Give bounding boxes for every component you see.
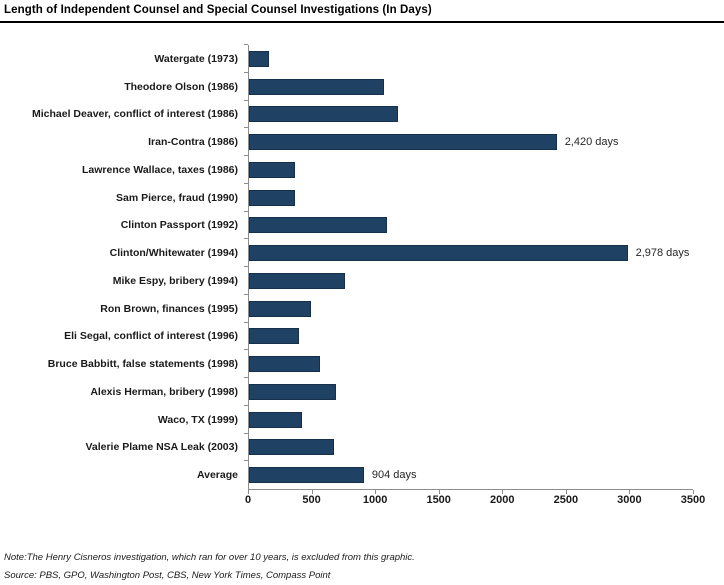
- x-axis-tick: [375, 490, 377, 494]
- bar-area: [244, 321, 693, 351]
- chart-title: Length of Independent Counsel and Specia…: [4, 4, 432, 16]
- bar-value-label: 904 days: [371, 469, 417, 482]
- x-axis-tick-label: 1500: [426, 494, 451, 506]
- x-axis-tick: [502, 490, 504, 494]
- bar: [249, 467, 364, 484]
- bar-area: [244, 44, 693, 73]
- category-label: Alexis Herman, bribery (1998): [90, 385, 238, 398]
- category-label: Waco, TX (1999): [157, 413, 238, 426]
- bar: [249, 272, 345, 289]
- chart-row: Bruce Babbitt, false statements (1998): [0, 349, 724, 378]
- category-label: Bruce Babbitt, false statements (1998): [47, 358, 238, 371]
- chart-row: Eli Segal, conflict of interest (1996): [0, 321, 724, 351]
- bar-value-label: 2,978 days: [635, 247, 690, 260]
- bar-area: [244, 182, 693, 212]
- category-label: Mike Espy, bribery (1994): [112, 274, 238, 287]
- chart-row: Valerie Plame NSA Leak (2003): [0, 432, 724, 462]
- bar-area: [244, 266, 693, 295]
- footnote: Note:The Henry Cisneros investigation, w…: [4, 552, 415, 563]
- category-label: Theodore Olson (1986): [124, 80, 238, 93]
- bar: [249, 217, 387, 234]
- bar: [249, 78, 384, 95]
- bar-value-label: 2,420 days: [564, 136, 619, 149]
- bar: [249, 189, 296, 206]
- chart-row: Theodore Olson (1986): [0, 71, 724, 101]
- x-axis-tick-label: 500: [302, 494, 321, 506]
- bar: [249, 50, 270, 67]
- bar-area: 2,978 days: [244, 238, 693, 267]
- x-axis-tick-label: 3500: [680, 494, 706, 506]
- chart-row: Watergate (1973): [0, 44, 724, 73]
- bar-area: [244, 293, 693, 323]
- x-axis-tick-label: 2000: [490, 494, 515, 506]
- category-label: Michael Deaver, conflict of interest (19…: [32, 108, 238, 121]
- category-label: Ron Brown, finances (1995): [100, 302, 238, 315]
- chart-row: Iran-Contra (1986) 2,420 days: [0, 127, 724, 156]
- chart-row: Clinton/Whitewater (1994) 2,978 days: [0, 238, 724, 267]
- bar-area: [244, 349, 693, 378]
- category-label: Clinton/Whitewater (1994): [109, 247, 238, 260]
- chart-row: Sam Pierce, fraud (1990): [0, 182, 724, 212]
- bar-area: 2,420 days: [244, 127, 693, 156]
- source-line: Source: PBS, GPO, Washington Post, CBS, …: [4, 570, 331, 581]
- x-axis-line: [248, 489, 693, 490]
- bar: [249, 411, 303, 428]
- category-label: Watergate (1973): [154, 52, 238, 65]
- bar-area: [244, 210, 693, 240]
- chart-row: Waco, TX (1999): [0, 404, 724, 434]
- chart-row: Mike Espy, bribery (1994): [0, 266, 724, 295]
- category-label: Iran-Contra (1986): [148, 136, 238, 149]
- bar-area: [244, 432, 693, 462]
- bar-area: [244, 99, 693, 129]
- chart-row: Michael Deaver, conflict of interest (19…: [0, 99, 724, 129]
- x-axis-tick: [311, 490, 313, 494]
- chart-rows: Watergate (1973) Theodore Olson (1986) Mic…: [0, 44, 724, 489]
- x-axis-tick: [693, 490, 694, 494]
- x-axis-tick: [438, 490, 440, 494]
- category-label: Average: [196, 469, 238, 482]
- category-label: Lawrence Wallace, taxes (1986): [81, 163, 238, 176]
- bar-area: [244, 71, 693, 101]
- x-axis-tick-label: 0: [244, 494, 252, 506]
- x-axis-tick: [629, 490, 631, 494]
- x-axis-tick-label: 1000: [362, 494, 388, 506]
- category-label: Sam Pierce, fraud (1990): [116, 191, 238, 204]
- bar-area: 904 days: [244, 460, 693, 489]
- bar-area: [244, 155, 693, 184]
- bar: [249, 134, 557, 151]
- x-axis-tick-label: 3000: [617, 494, 642, 506]
- bar: [249, 383, 336, 400]
- bar: [249, 439, 334, 456]
- chart-row: Lawrence Wallace, taxes (1986): [0, 155, 724, 184]
- chart-row: Average 904 days: [0, 460, 724, 489]
- x-axis-tick: [565, 490, 567, 494]
- x-axis-tick-label: 2500: [553, 494, 579, 506]
- bar-area: [244, 377, 693, 406]
- bar: [249, 300, 312, 317]
- bar: [249, 106, 398, 123]
- chart-row: Clinton Passport (1992): [0, 210, 724, 240]
- x-axis-tick: [248, 490, 249, 494]
- chart-row: Ron Brown, finances (1995): [0, 293, 724, 323]
- bar: [249, 328, 299, 345]
- category-label: Valerie Plame NSA Leak (2003): [85, 441, 238, 454]
- bar: [249, 245, 628, 262]
- title-rule: [0, 21, 724, 23]
- bar-area: [244, 404, 693, 434]
- category-label: Eli Segal, conflict of interest (1996): [64, 330, 238, 343]
- chart-row: Alexis Herman, bribery (1998): [0, 377, 724, 406]
- bar: [249, 161, 296, 178]
- category-label: Clinton Passport (1992): [120, 219, 238, 232]
- bar: [249, 356, 321, 373]
